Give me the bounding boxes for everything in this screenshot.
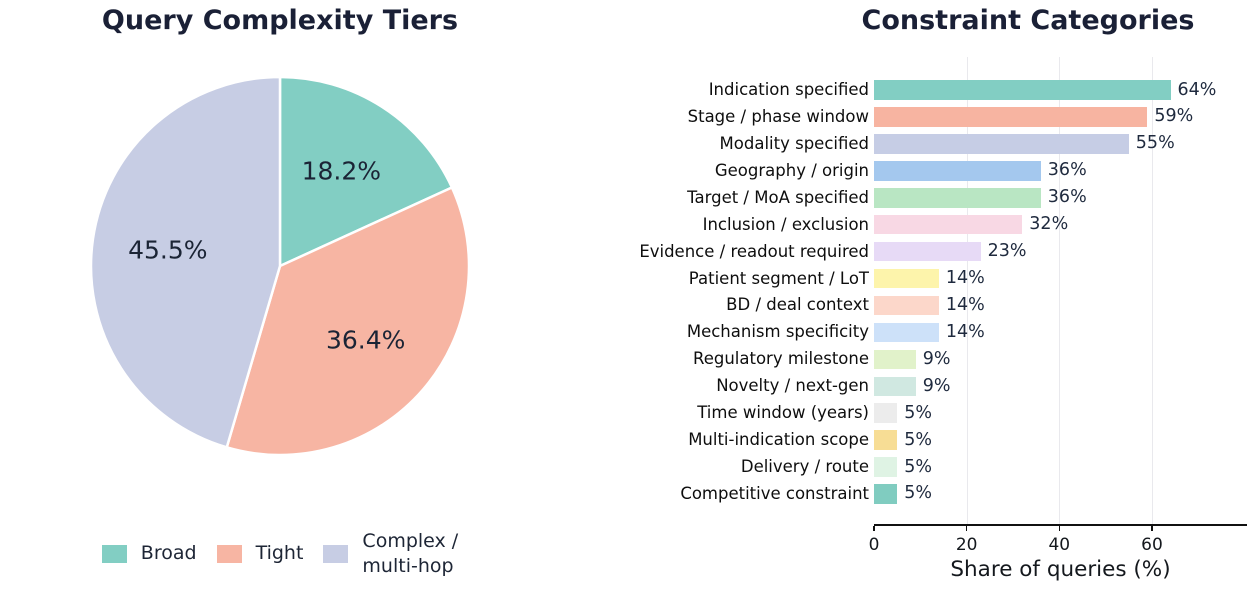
bar-category-label-delivery-route: Delivery / route [740,457,869,476]
x-tick-40 [1058,525,1061,531]
bar-category-label-stage-phase-window: Stage / phase window [687,106,869,126]
bar-category-label-time-window-years: Time window (years) [697,403,869,423]
bar-indication-specified [874,80,1171,100]
bar-geography-origin [874,161,1041,181]
bar-modality-specified [874,134,1129,154]
bar-evidence-readout-required [874,241,981,262]
bar-category-label-geography-origin: Geography / origin [714,160,869,180]
bar-category-label-novelty-next-gen: Novelty / next-gen [716,376,869,396]
legend-item-broad: Broad [101,541,197,566]
bar-multi-indication-scope [874,430,898,450]
gridline-40 [1059,57,1061,524]
pie-chart [89,75,471,457]
pie-slice-complex-multi-hop [89,75,282,449]
x-tick-20 [965,525,968,531]
bar-value-label-delivery-route: 5% [904,456,932,477]
legend-swatch-broad [101,544,127,563]
bar-stage-phase-window [874,107,1148,127]
bar-bd-deal-context [874,295,939,316]
legend-label: Tight [255,542,304,565]
pie-percentage-label: 36.4% [325,325,406,355]
x-tick-label-40: 40 [1048,535,1071,555]
x-tick-label-20: 20 [955,535,978,555]
bar-patient-segment-lot [874,268,939,289]
bar-category-label-mechanism-specificity: Mechanism specificity [686,322,869,342]
bar-chart-title: Constraint Categories [861,5,1195,36]
pie-percentage-label: 45.5% [128,235,208,265]
bar-value-label-patient-segment-lot: 14% [945,268,985,288]
bar-category-label-modality-specified: Modality specified [719,133,869,153]
bar-category-label-inclusion-exclusion: Inclusion / exclusion [702,214,869,234]
x-axis-label: Share of queries (%) [950,557,1171,582]
bar-value-label-time-window-years: 5% [904,402,932,423]
bar-value-label-target-moa-specified: 36% [1047,187,1087,208]
bar-category-label-patient-segment-lot: Patient segment / LoT [688,268,869,288]
pie-slice-tight [225,186,471,457]
bar-value-label-modality-specified: 55% [1135,133,1175,154]
pie-chart-title: Query Complexity Tiers [101,5,459,36]
bar-category-label-multi-indication-scope: Multi-indication scope [688,430,869,450]
legend-swatch-tight [216,544,242,563]
legend-item-complex-multi-hop: Complex / multi-hop [323,529,458,578]
bar-value-label-novelty-next-gen: 9% [922,375,951,396]
bar-delivery-route [874,457,898,477]
bar-value-label-mechanism-specificity: 14% [945,321,985,342]
bar-value-label-evidence-readout-required: 23% [987,241,1027,262]
bar-mechanism-specificity [874,322,939,343]
bar-category-label-regulatory-milestone: Regulatory milestone [692,349,869,369]
bar-category-label-indication-specified: Indication specified [708,80,869,99]
legend-swatch-complex-multi-hop [323,544,349,563]
legend-label: Complex / multi-hop [362,530,459,577]
bar-category-label-competitive-constraint: Competitive constraint [680,483,869,503]
bar-value-label-inclusion-exclusion: 32% [1029,214,1069,235]
bar-category-label-bd-deal-context: BD / deal context [726,295,869,315]
x-tick-0 [873,525,875,531]
bar-value-label-geography-origin: 36% [1047,160,1087,181]
bar-target-moa-specified [874,188,1041,208]
bar-novelty-next-gen [874,376,916,396]
bar-category-label-target-moa-specified: Target / MoA specified [687,187,869,207]
x-tick-label-0: 0 [868,535,880,555]
bar-value-label-bd-deal-context: 14% [945,294,985,315]
bar-regulatory-milestone [874,349,916,370]
x-tick-60 [1151,525,1153,531]
pie-percentage-label: 18.2% [301,156,382,186]
bar-value-label-stage-phase-window: 59% [1154,106,1194,127]
pie-legend: Broad Tight Complex / multi-hop [0,529,560,578]
x-axis-line [874,524,1247,526]
gridline-20 [966,57,968,524]
bar-inclusion-exclusion [874,214,1023,235]
legend-label: Broad [140,542,197,565]
bar-value-label-indication-specified: 64% [1177,79,1217,100]
x-tick-label-60: 60 [1141,535,1163,555]
gridline-60 [1152,57,1153,524]
bar-value-label-multi-indication-scope: 5% [904,429,932,450]
bar-time-window-years [874,403,898,423]
legend-item-tight: Tight [216,541,304,566]
bar-category-label-evidence-readout-required: Evidence / readout required [639,241,869,261]
pie-slice-broad [278,75,454,268]
bar-competitive-constraint [874,484,898,504]
bar-value-label-competitive-constraint: 5% [904,483,932,504]
bar-value-label-regulatory-milestone: 9% [922,348,951,369]
